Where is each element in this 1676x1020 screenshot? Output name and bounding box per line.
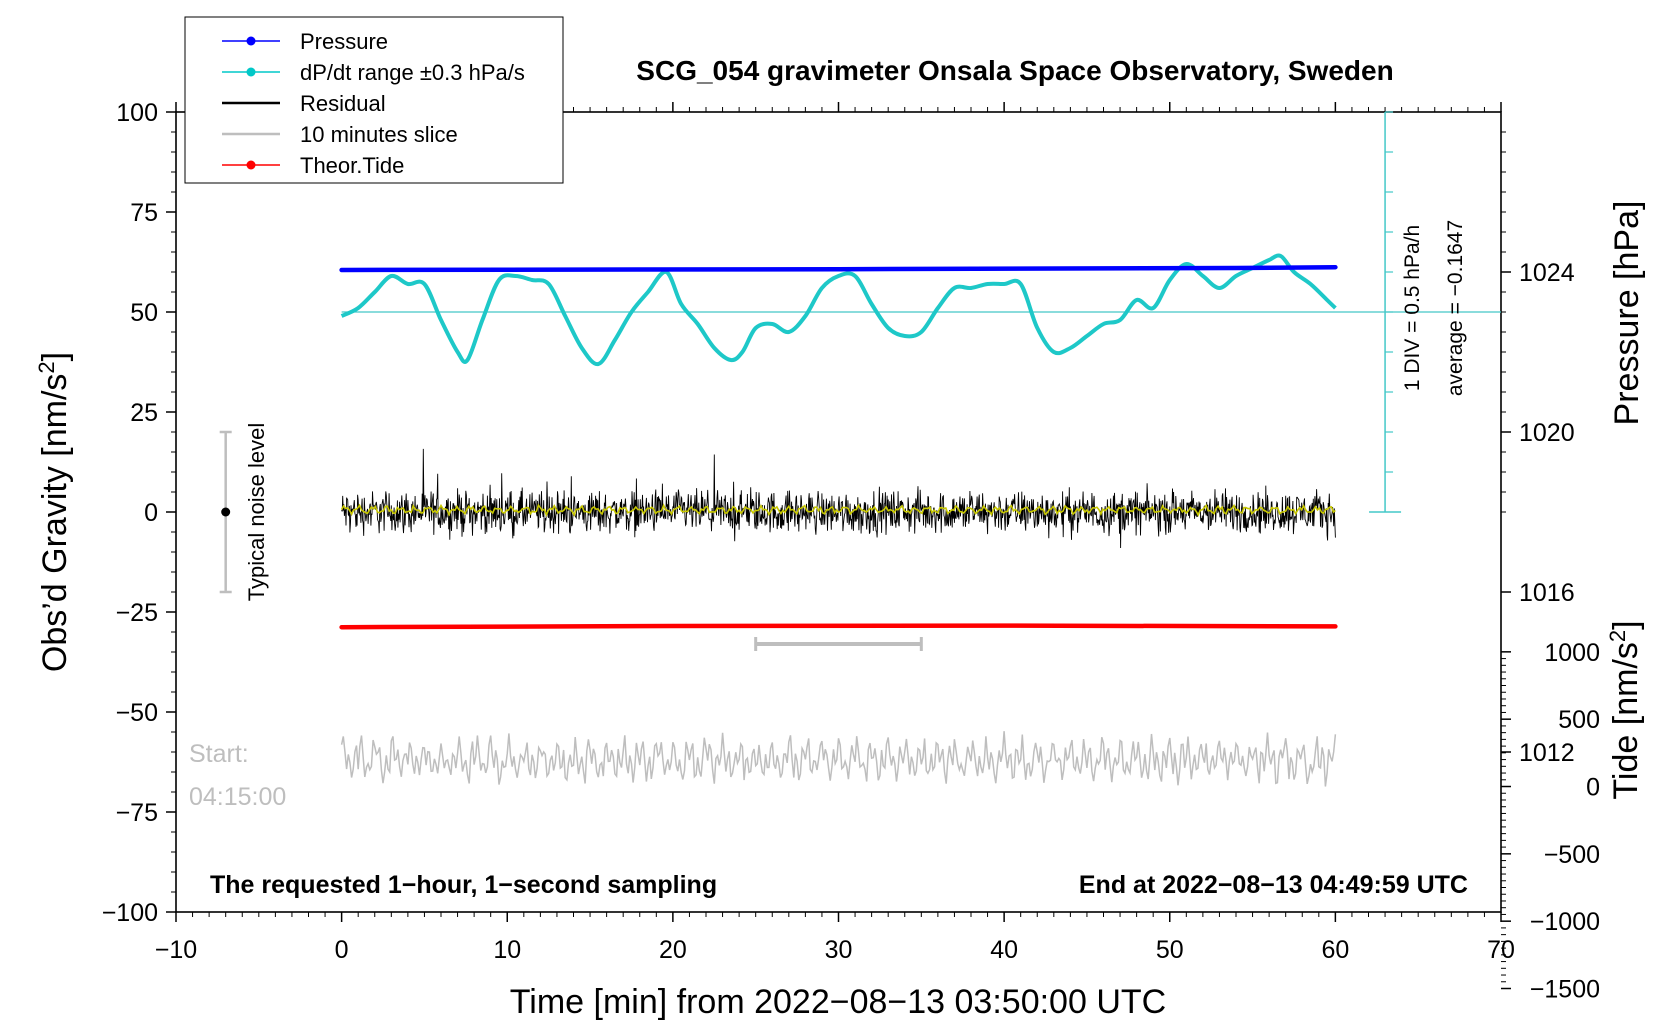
tide-tick-label: −1500: [1530, 976, 1600, 1004]
pressure-tick-label: 1020: [1519, 419, 1575, 447]
legend-marker: [246, 67, 256, 77]
scale-bar-label-div: 1 DIV = 0.5 hPa/h: [1401, 225, 1424, 391]
axis-ticks: −10 0 10 20 30 40 50 60 701007550250−25−50−75−10…: [102, 99, 1600, 1004]
legend-marker: [246, 160, 256, 170]
y-axis-label-pressure: Pressure [hPa]: [1608, 201, 1646, 426]
noise-level-dot: [221, 507, 231, 517]
legend-label: dP/dt range ±0.3 hPa/s: [300, 60, 525, 85]
tide-tick-label: 1000: [1544, 639, 1600, 667]
pressure-tick-label: 1012: [1519, 739, 1575, 767]
x-tick-label: 60: [1321, 936, 1349, 964]
start-time-label: 04:15:00: [189, 783, 286, 811]
y-tick-label: 50: [130, 299, 158, 327]
y-tick-label: 25: [130, 399, 158, 427]
x-tick-label: 40: [990, 936, 1018, 964]
scale-bar-label-average: average = −0.1647: [1444, 220, 1467, 396]
legend-label: Pressure: [300, 29, 388, 54]
legend-box: [184, 16, 564, 184]
y-axis-label-left: Obs’d Gravity [nm/s2]: [34, 352, 74, 672]
x-tick-label: 20: [659, 936, 687, 964]
legend-label: Residual: [300, 91, 386, 116]
x-tick-label: 70: [1487, 936, 1515, 964]
y-tick-label: −100: [102, 899, 158, 927]
x-axis-label: Time [min] from 2022−08−13 03:50:00 UTC: [510, 983, 1166, 1020]
tide-tick-label: 500: [1558, 706, 1600, 734]
legend-entries: Pressure dP/dt range ±0.3 hPa/s Residual 10…: [222, 29, 525, 178]
y-tick-label: −75: [116, 799, 158, 827]
tide-tick-label: 0: [1586, 774, 1600, 802]
tide-line: [339, 623, 1338, 630]
legend-marker: [246, 36, 256, 46]
x-tick-label: 30: [825, 936, 853, 964]
residual-line: [341, 448, 1336, 549]
smoothed-residual-line: [340, 503, 1336, 518]
slice-line: [340, 731, 1337, 787]
footer-left-text: The requested 1−hour, 1−second sampling: [210, 871, 717, 899]
x-tick-label: 0: [335, 936, 349, 964]
legend-label: Theor.Tide: [300, 153, 404, 178]
legend: Pressure dP/dt range ±0.3 hPa/s Residual 10…: [184, 16, 564, 184]
data-series: [339, 253, 1501, 787]
x-tick-label: −10: [155, 936, 197, 964]
tide-tick-label: −500: [1544, 841, 1600, 869]
pressure-tick-label: 1024: [1519, 259, 1575, 287]
y-axis-label-tide: Tide [nm/s2]: [1605, 620, 1645, 799]
footer-right-text: End at 2022−08−13 04:49:59 UTC: [1079, 871, 1468, 899]
legend-label: 10 minutes slice: [300, 122, 458, 147]
pressure-tick-label: 1016: [1519, 579, 1575, 607]
x-tick-label: 10: [493, 936, 521, 964]
pressure-line: [339, 264, 1338, 273]
y-tick-label: −50: [116, 699, 158, 727]
y-tick-label: 100: [116, 99, 158, 127]
y-tick-label: 75: [130, 199, 158, 227]
y-axis-label-left-sup: 2: [34, 361, 59, 373]
y-tick-label: −25: [116, 599, 158, 627]
start-label: Start:: [189, 740, 249, 768]
noise-level-label: Typical noise level: [244, 423, 269, 602]
y-axis-label-tide-sup: 2: [1605, 630, 1630, 642]
tide-tick-label: −1000: [1530, 908, 1600, 936]
x-tick-label: 50: [1156, 936, 1184, 964]
y-tick-label: 0: [144, 499, 158, 527]
chart-title: SCG_054 gravimeter Onsala Space Observat…: [636, 55, 1393, 86]
annotations: [219, 111, 1402, 651]
